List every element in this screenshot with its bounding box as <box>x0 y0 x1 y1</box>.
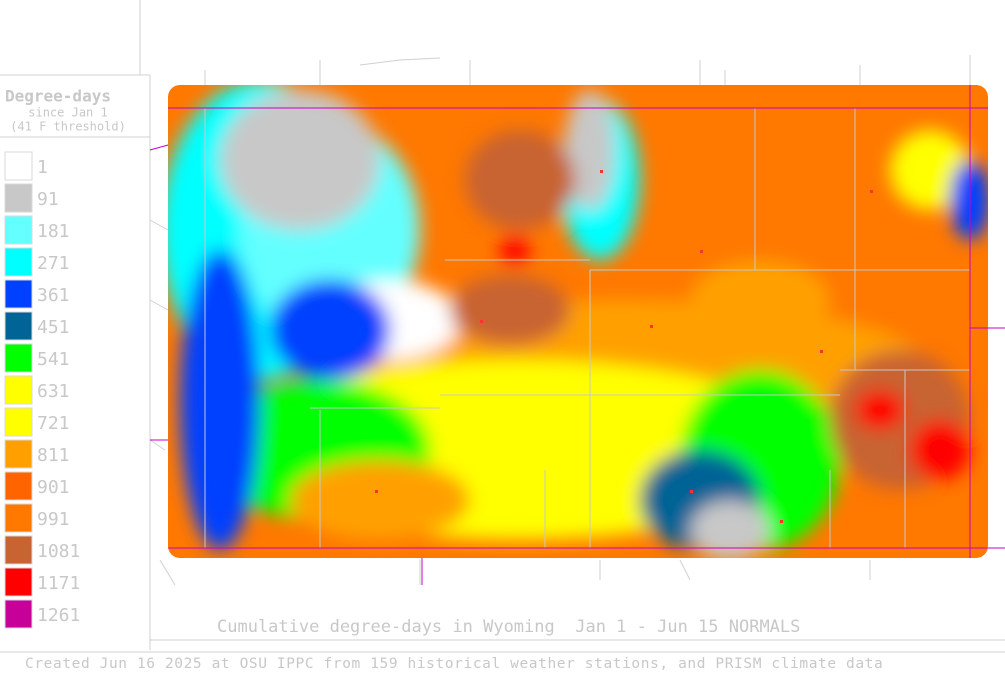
legend-label: 271 <box>37 253 70 274</box>
legend-swatch <box>4 279 33 309</box>
legend-label: 721 <box>37 413 70 434</box>
legend-label: 181 <box>37 221 70 242</box>
state-border-stubs <box>149 144 1005 585</box>
legend-label: 361 <box>37 285 70 306</box>
legend-label: 1171 <box>37 573 80 594</box>
legend-swatch <box>4 247 33 277</box>
frame <box>0 0 1005 653</box>
legend-threshold: (41 F threshold) <box>10 120 126 134</box>
legend-label: 991 <box>37 509 70 530</box>
footer: Created Jun 16 2025 at OSU IPPC from 159… <box>25 656 883 672</box>
legend-label: 1 <box>37 157 48 178</box>
legend-label: 1261 <box>37 605 80 626</box>
legend-swatch <box>4 599 33 629</box>
legend-swatch <box>4 151 33 181</box>
legend-label: 541 <box>37 349 70 370</box>
legend-swatch <box>4 311 33 341</box>
legend-swatch <box>4 567 33 597</box>
caption: Cumulative degree-days in Wyoming Jan 1 … <box>217 617 800 637</box>
legend-label: 631 <box>37 381 70 402</box>
legend-swatch <box>4 375 33 405</box>
legend-swatch <box>4 503 33 533</box>
legend-label: 1081 <box>37 541 80 562</box>
legend-subtitle: since Jan 1 <box>28 106 107 120</box>
legend-swatch <box>4 471 33 501</box>
legend: 1 91 181 271 361 451 541 631 721 811 901 991 1081 117… <box>4 151 80 629</box>
legend-label: 811 <box>37 445 70 466</box>
legend-swatch <box>4 407 33 437</box>
legend-swatch <box>4 183 33 213</box>
legend-label: 91 <box>37 189 59 210</box>
legend-swatch <box>4 535 33 565</box>
legend-label: 901 <box>37 477 70 498</box>
legend-swatch <box>4 343 33 373</box>
legend-title: Degree-days <box>5 87 111 106</box>
degree-day-map <box>168 85 988 558</box>
legend-swatch <box>4 439 33 469</box>
legend-swatch <box>4 215 33 245</box>
legend-label: 451 <box>37 317 70 338</box>
